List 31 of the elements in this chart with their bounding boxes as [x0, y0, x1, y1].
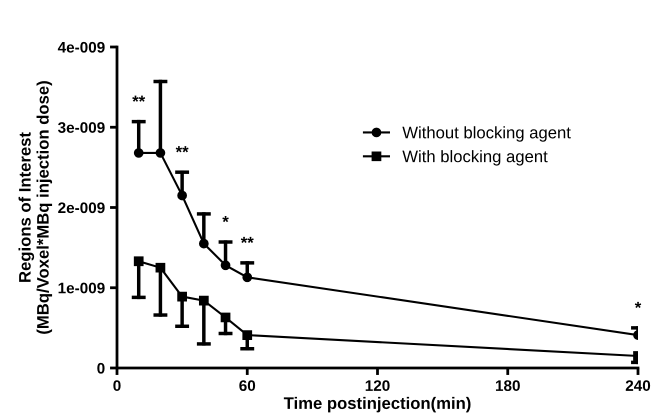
annotation: ** — [240, 236, 254, 244]
y-tick-label: 3e-009 — [58, 122, 105, 133]
annotation: * — [222, 216, 229, 222]
point — [242, 330, 252, 340]
point — [177, 190, 187, 200]
y-tick-label: 4e-009 — [58, 42, 105, 53]
point — [242, 272, 252, 282]
x-tick-label: 180 — [496, 380, 520, 392]
annotation: ** — [132, 96, 146, 102]
point — [220, 312, 230, 322]
x-tick-label: 120 — [366, 380, 390, 392]
y-tick-label: 1e-009 — [58, 282, 105, 294]
legend-label: With blocking agent — [402, 150, 548, 166]
x-axis-title: Time postinjection(min) — [284, 396, 471, 412]
point — [198, 238, 209, 248]
x-tick-label: 60 — [239, 380, 256, 392]
point — [156, 262, 166, 273]
point — [198, 296, 209, 306]
x-tick-label: 0 — [113, 380, 121, 392]
point — [156, 148, 166, 158]
x-tick-label: 240 — [626, 380, 650, 392]
point — [177, 292, 187, 302]
annotation: * — [634, 302, 642, 308]
y-tick-label: 2e-009 — [58, 202, 105, 214]
point — [220, 260, 230, 270]
y-axis-title: Regions of Interest (MBq/Voxel*MBq injection dose) — [18, 81, 52, 334]
point — [134, 256, 144, 266]
point — [134, 148, 144, 158]
y-tick-label: 0 — [97, 362, 105, 374]
legend-label: Without blocking agent — [402, 126, 571, 142]
annotation: ** — [176, 146, 189, 152]
